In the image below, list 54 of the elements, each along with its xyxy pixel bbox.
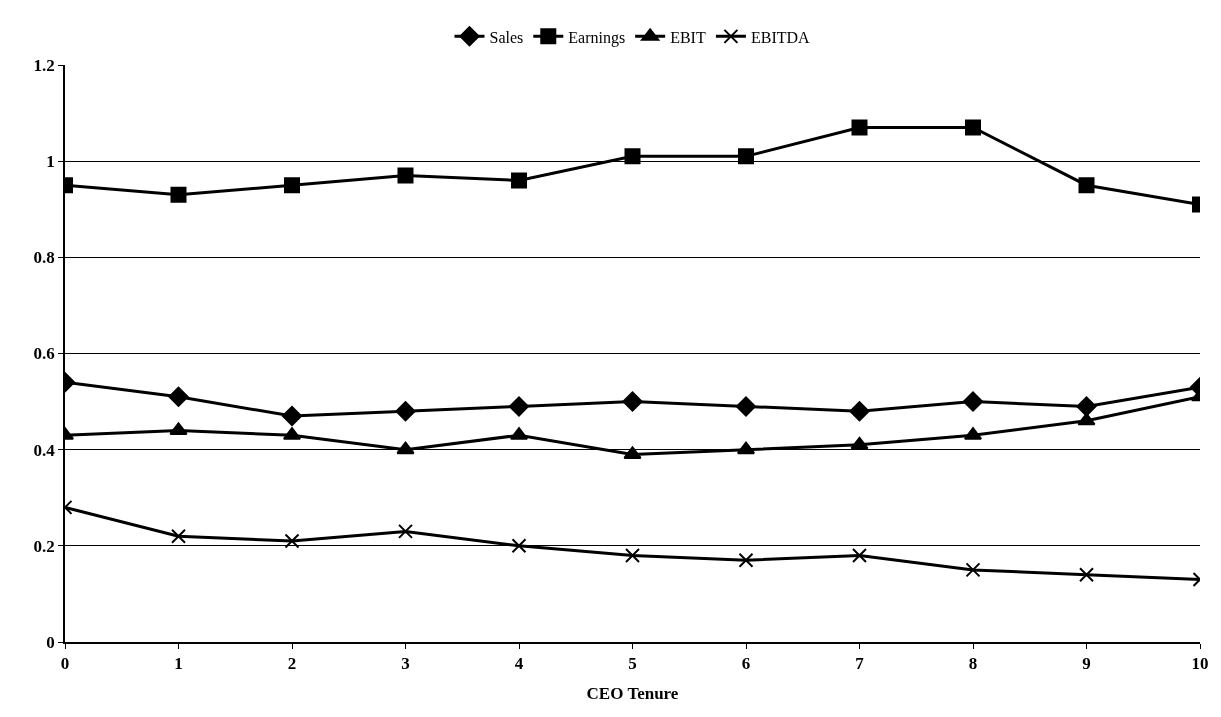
x-tick-label: 7 xyxy=(855,654,865,674)
y-tick-label: 0.8 xyxy=(33,248,55,268)
y-tick-label: 1.2 xyxy=(33,55,55,75)
point xyxy=(398,523,413,539)
point xyxy=(171,528,186,544)
point xyxy=(1077,412,1096,426)
point xyxy=(168,386,189,407)
point xyxy=(849,401,870,422)
point xyxy=(624,148,641,165)
y-tick-label: 0.6 xyxy=(33,344,55,364)
point xyxy=(622,391,643,412)
point xyxy=(851,119,868,136)
point xyxy=(1079,567,1094,583)
x-tick-label: 2 xyxy=(287,654,297,674)
x-tick-label: 9 xyxy=(1082,654,1091,674)
point xyxy=(735,396,757,417)
point xyxy=(625,547,640,563)
point xyxy=(508,396,530,417)
point xyxy=(511,172,527,189)
point xyxy=(738,148,754,165)
x-tick-label: 10 xyxy=(1191,654,1209,674)
x-tick-label: 5 xyxy=(628,654,637,674)
legend-label: Sales xyxy=(489,28,524,46)
y-tick-label: 1 xyxy=(46,152,55,172)
legend-label: Earnings xyxy=(568,28,626,47)
x-tick-label: 6 xyxy=(741,654,751,674)
point xyxy=(396,441,415,455)
point xyxy=(1078,177,1095,194)
point xyxy=(284,177,300,194)
point xyxy=(395,401,416,422)
y-tick-label: 0 xyxy=(46,632,55,652)
point xyxy=(170,186,187,203)
point xyxy=(965,119,981,136)
x-tick-label: 3 xyxy=(401,654,410,674)
x-tick-label: 4 xyxy=(514,654,524,674)
y-tick-label: 0.2 xyxy=(33,536,55,556)
y-tick-label: 0.4 xyxy=(33,440,56,460)
point xyxy=(397,167,414,184)
point xyxy=(1076,396,1097,417)
x-tick-label: 1 xyxy=(174,654,183,674)
x-tick-label: 8 xyxy=(968,654,978,674)
point xyxy=(738,552,754,568)
x-tick-label: 0 xyxy=(60,654,70,674)
x-axis-title: CEO Tenure xyxy=(586,684,679,704)
point xyxy=(281,405,303,427)
point xyxy=(962,391,984,412)
point xyxy=(850,436,869,450)
point xyxy=(965,562,981,578)
point xyxy=(736,441,756,455)
legend-label: EBIT xyxy=(670,28,706,46)
point xyxy=(511,538,527,554)
legend-label: EBITDA xyxy=(750,28,811,46)
point xyxy=(284,533,300,549)
point xyxy=(852,547,867,563)
